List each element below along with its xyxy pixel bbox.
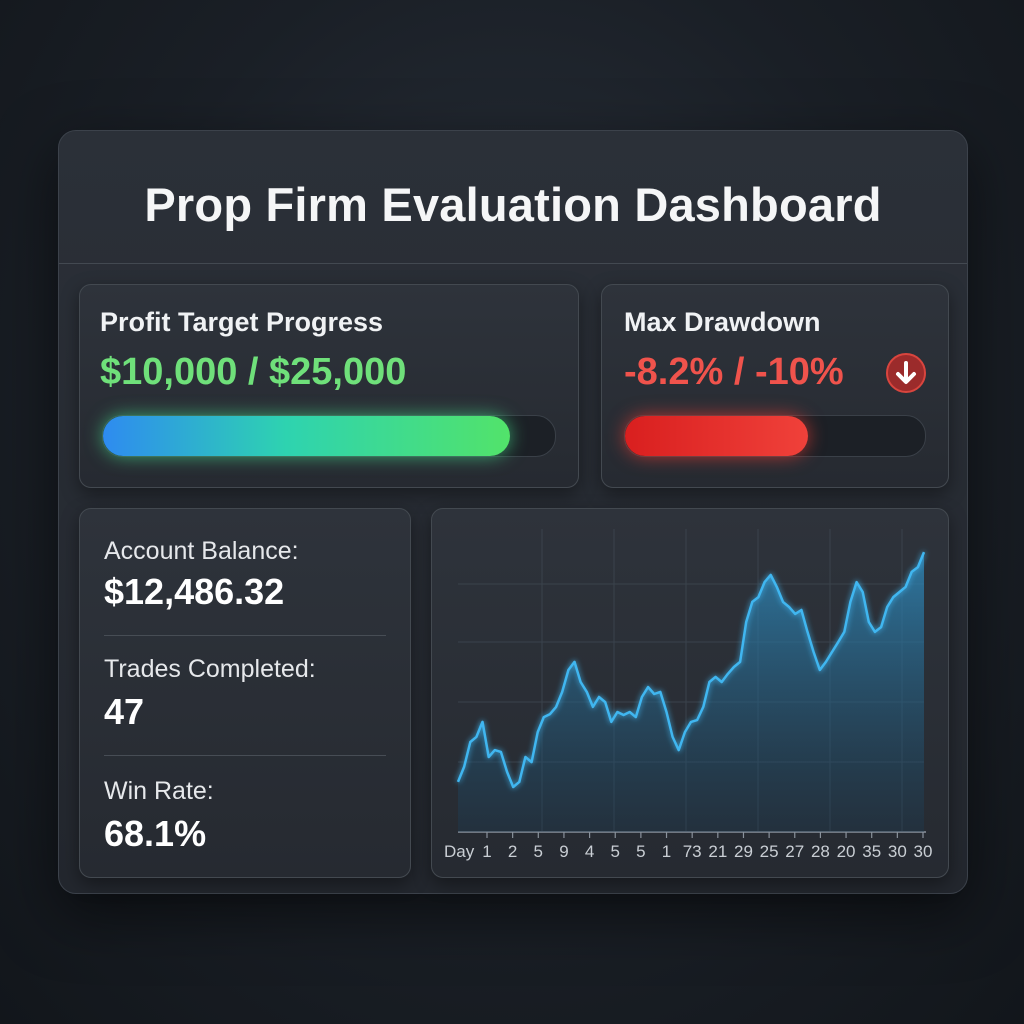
stat-label: Win Rate: xyxy=(104,777,214,805)
drawdown-label: Max Drawdown xyxy=(624,307,821,337)
x-tick-label: 29 xyxy=(734,842,753,861)
x-tick-label: 1 xyxy=(482,842,491,861)
x-tick-label: 30 xyxy=(888,842,907,861)
x-tick-label: 5 xyxy=(611,842,620,861)
drawdown-card: Max Drawdown -8.2% / -10% xyxy=(601,284,949,488)
x-tick-label: 28 xyxy=(811,842,830,861)
x-tick-label: 73 xyxy=(683,842,702,861)
stat-value: 68.1% xyxy=(104,813,207,854)
chart-card: Day 1 2 5 9 4 5 5 1 73 21 29 25 27 28 20 35 30 30 xyxy=(431,508,949,878)
stat-value: 47 xyxy=(104,691,145,732)
x-tick-label: 25 xyxy=(760,842,779,861)
drawdown-fill xyxy=(625,416,808,456)
stat-label: Account Balance: xyxy=(104,537,299,565)
x-tick-label: 2 xyxy=(508,842,517,861)
dashboard-panel: Prop Firm Evaluation Dashboard Profit Ta… xyxy=(58,130,968,894)
x-tick-label: 30 xyxy=(914,842,933,861)
profit-label: Profit Target Progress xyxy=(100,307,384,337)
stats-card: Account Balance: $12,486.32 Trades Compl… xyxy=(79,508,411,878)
chart: Day 1 2 5 9 4 5 5 1 73 21 29 25 27 28 20 35 30 30 xyxy=(444,529,933,861)
progress-track xyxy=(102,415,556,457)
separator xyxy=(104,755,386,756)
down-icon xyxy=(886,353,926,393)
profit-card: Profit Target Progress $10,000 / $25,000 xyxy=(79,284,579,488)
area-fill xyxy=(458,552,924,832)
drawdown-value: -8.2% / -10% xyxy=(624,351,844,393)
x-tick-label: 20 xyxy=(837,842,856,861)
x-tick-label: 21 xyxy=(708,842,727,861)
x-tick-label: 5 xyxy=(534,842,543,861)
drawdown-track xyxy=(624,415,926,457)
x-axis-label: Day xyxy=(444,842,475,861)
x-tick-label: 1 xyxy=(662,842,671,861)
profit-value: $10,000 / $25,000 xyxy=(100,351,407,393)
x-tick-label: 9 xyxy=(559,842,568,861)
divider xyxy=(59,263,967,264)
progress-fill xyxy=(103,416,510,456)
x-tick-label: 5 xyxy=(636,842,645,861)
dashboard-title: Prop Firm Evaluation Dashboard xyxy=(144,178,882,231)
area-line xyxy=(456,551,926,789)
x-tick-label: 35 xyxy=(862,842,881,861)
x-tick-label: 27 xyxy=(785,842,804,861)
separator xyxy=(104,635,386,636)
stat-label: Trades Completed: xyxy=(104,655,316,683)
stat-value: $12,486.32 xyxy=(104,571,285,612)
x-tick-label: 4 xyxy=(585,842,594,861)
